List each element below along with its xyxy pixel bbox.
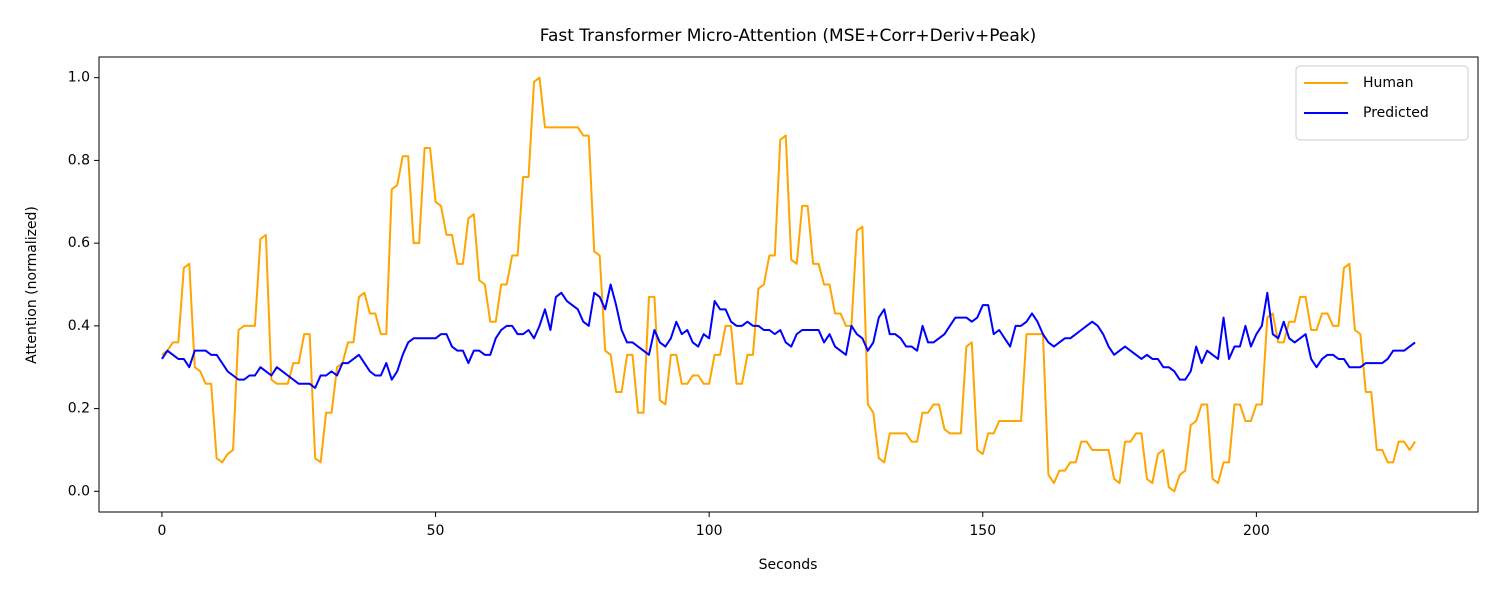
x-tick-label: 50	[427, 523, 445, 539]
plot-frame	[98, 56, 1479, 513]
data-line	[161, 283, 1416, 389]
x-tick-label: 0	[157, 523, 166, 539]
legend-label: Human	[1363, 75, 1414, 91]
y-tick-label: 0.8	[68, 152, 90, 168]
x-tick-label: 100	[696, 523, 723, 539]
chart-title: Fast Transformer Micro-Attention (MSE+Co…	[540, 26, 1037, 46]
x-axis-label: Seconds	[759, 557, 818, 573]
y-tick-label: 0.4	[68, 318, 90, 334]
legend-label: Predicted	[1363, 105, 1429, 121]
y-tick-label: 0.2	[68, 401, 90, 417]
y-tick-label: 1.0	[68, 70, 90, 86]
x-tick-label: 150	[969, 523, 996, 539]
data-line	[161, 76, 1416, 493]
x-tick-label: 200	[1243, 523, 1270, 539]
legend-box	[1295, 65, 1469, 141]
y-axis-label: Attention (normalized)	[24, 206, 40, 364]
y-tick-label: 0.6	[68, 235, 90, 251]
y-tick-label: 0.0	[68, 483, 90, 499]
